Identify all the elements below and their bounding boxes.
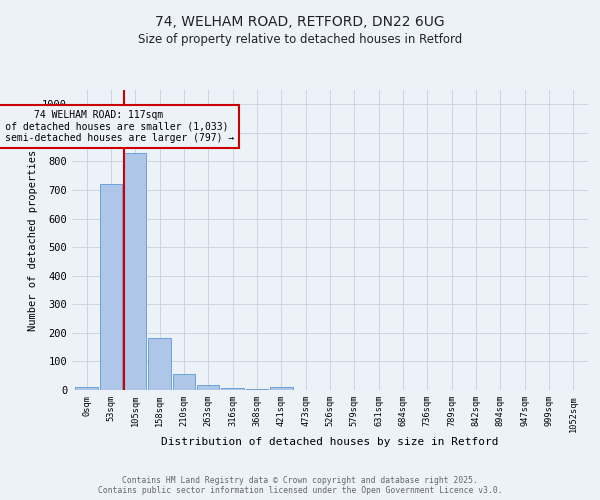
X-axis label: Distribution of detached houses by size in Retford: Distribution of detached houses by size …: [161, 437, 499, 447]
Bar: [124, 153, 146, 390]
Text: 74, WELHAM ROAD, RETFORD, DN22 6UG: 74, WELHAM ROAD, RETFORD, DN22 6UG: [155, 15, 445, 29]
Bar: [270, 387, 293, 390]
Bar: [221, 388, 244, 390]
Bar: [100, 184, 122, 390]
Bar: [173, 374, 195, 390]
Y-axis label: Number of detached properties: Number of detached properties: [28, 150, 38, 330]
Bar: [76, 386, 98, 390]
Text: Contains HM Land Registry data © Crown copyright and database right 2025.
Contai: Contains HM Land Registry data © Crown c…: [98, 476, 502, 495]
Text: 74 WELHAM ROAD: 117sqm
← 56% of detached houses are smaller (1,033)
44% of semi-: 74 WELHAM ROAD: 117sqm ← 56% of detached…: [0, 110, 234, 143]
Bar: [197, 385, 220, 390]
Bar: [246, 388, 268, 390]
Bar: [148, 338, 171, 390]
Text: Size of property relative to detached houses in Retford: Size of property relative to detached ho…: [138, 32, 462, 46]
